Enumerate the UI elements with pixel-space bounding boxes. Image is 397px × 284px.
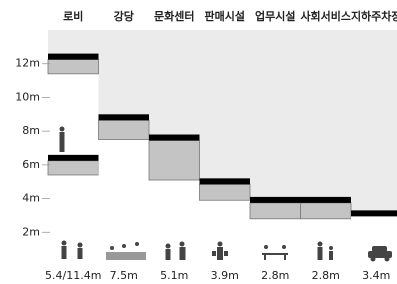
value-label: 2.8m bbox=[312, 269, 340, 282]
y-tick-label: 12m bbox=[15, 57, 40, 70]
category-label: 지하주차장 bbox=[351, 9, 397, 23]
category-label: 로비 bbox=[63, 9, 83, 23]
ceiling-plenum bbox=[99, 120, 150, 139]
category-label: 업무시설 bbox=[255, 9, 295, 23]
category-label: 사회서비스 bbox=[300, 9, 351, 23]
category-label: 문화센터 bbox=[154, 9, 194, 23]
ceiling-plenum bbox=[250, 203, 301, 219]
y-tick-label: 10m bbox=[15, 90, 40, 103]
value-label: 5.4/11.4m bbox=[45, 269, 101, 282]
y-tick-label: 6m bbox=[22, 158, 40, 171]
y-tick-label: 8m bbox=[22, 124, 40, 137]
category-label: 강당 bbox=[114, 9, 134, 23]
y-tick-label: 4m bbox=[22, 192, 40, 205]
value-label: 7.5m bbox=[110, 269, 138, 282]
floor-slab bbox=[99, 114, 150, 120]
ceiling-plenum bbox=[48, 60, 99, 74]
value-label: 3.4m bbox=[362, 269, 390, 282]
chart: 로비 5.4/11.4m 강당 7.5m 문화센터 5.1m 판매시설 3.9m 업무시설 2.8… bbox=[0, 0, 397, 284]
ceiling-plenum bbox=[301, 203, 352, 219]
floor-slab bbox=[351, 210, 397, 216]
ceiling-plenum bbox=[149, 141, 200, 181]
floor-slab bbox=[250, 197, 301, 203]
floor-slab bbox=[48, 54, 99, 60]
ceiling-plenum bbox=[48, 161, 99, 175]
value-label: 3.9m bbox=[211, 269, 239, 282]
floor-slab bbox=[301, 197, 352, 203]
category-label: 판매시설 bbox=[205, 9, 245, 23]
value-label: 2.8m bbox=[261, 269, 289, 282]
floor-slab bbox=[149, 135, 200, 141]
floor-slab bbox=[48, 155, 99, 161]
y-tick-label: 2m bbox=[22, 225, 40, 238]
ceiling-plenum bbox=[200, 184, 251, 200]
value-label: 5.1m bbox=[160, 269, 188, 282]
floor-slab bbox=[200, 178, 251, 184]
